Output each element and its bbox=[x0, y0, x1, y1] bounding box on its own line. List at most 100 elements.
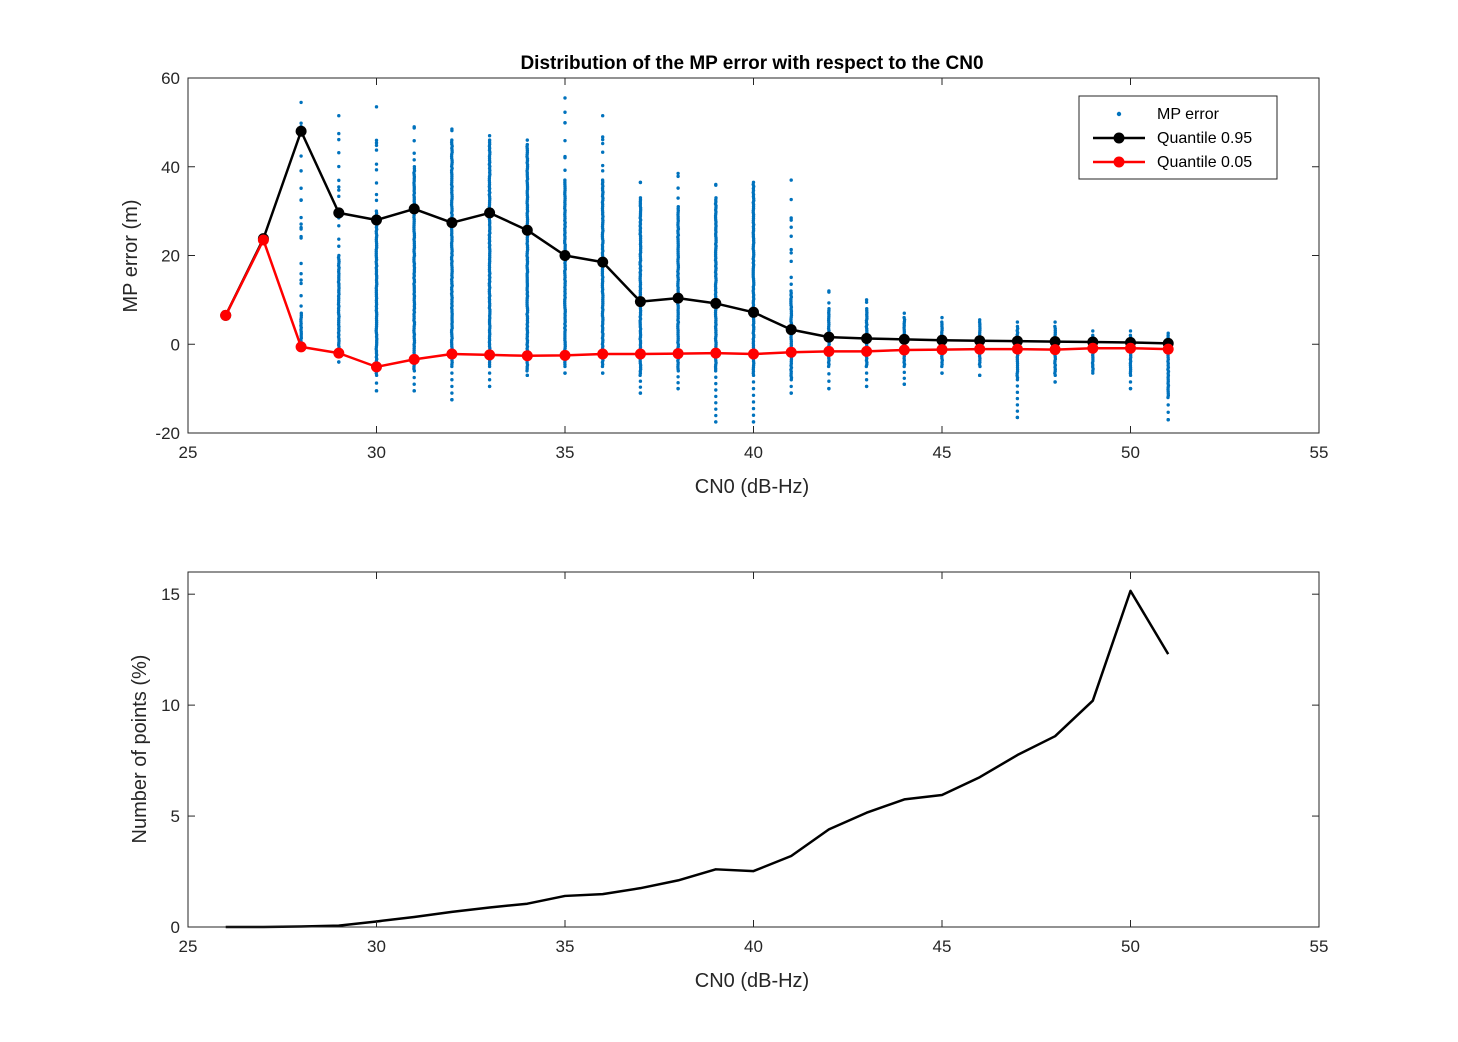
scatter-point bbox=[1091, 371, 1095, 375]
scatter-point bbox=[412, 158, 416, 162]
scatter-point bbox=[638, 196, 643, 200]
scatter-point bbox=[1166, 417, 1170, 422]
scatter-point bbox=[601, 135, 605, 139]
scatter-point bbox=[601, 371, 605, 375]
scatter-point bbox=[1053, 380, 1057, 384]
scatter-point bbox=[299, 186, 303, 190]
x-tick-label: 55 bbox=[1310, 937, 1329, 956]
chart-title: Distribution of the MP error with respec… bbox=[520, 53, 983, 74]
series-marker-q05 bbox=[257, 234, 269, 246]
scatter-point bbox=[1015, 390, 1020, 395]
series-marker-q95 bbox=[936, 334, 948, 346]
scatter-point bbox=[374, 192, 379, 197]
scatter-point bbox=[450, 391, 454, 395]
scatter-point bbox=[827, 372, 831, 376]
series-marker-q05 bbox=[710, 347, 722, 359]
scatter-point bbox=[299, 278, 303, 282]
scatter-point bbox=[940, 371, 944, 375]
series-marker-q95 bbox=[634, 296, 646, 308]
scatter-point bbox=[714, 420, 718, 424]
scatter-point bbox=[864, 300, 869, 304]
series-marker-q95 bbox=[898, 333, 910, 345]
scatter-point bbox=[601, 169, 605, 173]
series-marker-q05 bbox=[1011, 343, 1023, 355]
scatter-point bbox=[714, 388, 718, 392]
scatter-point bbox=[1091, 333, 1095, 338]
scatter-point bbox=[638, 385, 643, 389]
x-tick-label: 50 bbox=[1121, 443, 1140, 462]
scatter-point bbox=[789, 178, 793, 182]
scatter-point bbox=[337, 114, 341, 118]
series-marker-q05 bbox=[823, 345, 835, 357]
series-marker-q05 bbox=[748, 348, 759, 360]
scatter-point bbox=[412, 389, 416, 393]
scatter-point bbox=[374, 198, 379, 203]
series-marker-q95 bbox=[295, 125, 307, 137]
scatter-point bbox=[600, 178, 605, 182]
scatter-point bbox=[299, 154, 303, 158]
scatter-point bbox=[902, 311, 906, 315]
x-tick-label: 30 bbox=[367, 443, 386, 462]
scatter-point bbox=[1166, 410, 1170, 414]
scatter-column-47 bbox=[1015, 320, 1020, 420]
scatter-point bbox=[940, 315, 944, 320]
scatter-point bbox=[299, 261, 303, 266]
scatter-column-32 bbox=[449, 127, 454, 402]
y-tick-label: 15 bbox=[161, 585, 180, 604]
scatter-point bbox=[487, 133, 492, 138]
scatter-point bbox=[864, 378, 869, 382]
series-marker-q95 bbox=[974, 335, 986, 347]
y-tick-label: 5 bbox=[171, 807, 180, 826]
scatter-point bbox=[487, 371, 492, 375]
scatter-point bbox=[1053, 324, 1057, 329]
x-tick-label: 25 bbox=[179, 937, 198, 956]
series-marker-q95 bbox=[521, 224, 533, 236]
scatter-point bbox=[864, 384, 869, 389]
scatter-point bbox=[374, 389, 379, 393]
scatter-point bbox=[1128, 386, 1133, 391]
scatter-point bbox=[563, 96, 567, 100]
scatter-point bbox=[676, 186, 680, 190]
scatter-point bbox=[865, 307, 869, 311]
series-marker-q05 bbox=[559, 349, 571, 361]
line-series-number-of-points bbox=[225, 589, 1170, 929]
legend-label-q05: Quantile 0.05 bbox=[1157, 154, 1252, 171]
legend-item-q95: Quantile 0.95 bbox=[1093, 130, 1252, 147]
scatter-point bbox=[1128, 329, 1133, 333]
scatter-point bbox=[751, 413, 756, 417]
scatter-point bbox=[827, 379, 831, 383]
scatter-point bbox=[676, 204, 680, 209]
scatter-point bbox=[789, 216, 793, 220]
scatter-point bbox=[337, 178, 341, 183]
series-marker-q05 bbox=[484, 349, 496, 361]
scatter-point bbox=[412, 375, 416, 380]
legend-marker-q95 bbox=[1113, 132, 1125, 144]
series-marker-q05 bbox=[597, 348, 609, 360]
series-marker-q95 bbox=[1049, 336, 1061, 348]
series-marker-q05 bbox=[446, 348, 458, 360]
series-marker-q95 bbox=[484, 207, 496, 219]
series-marker-q95 bbox=[446, 217, 458, 229]
scatter-point bbox=[299, 198, 303, 202]
scatter-point bbox=[1015, 415, 1020, 420]
scatter-point bbox=[374, 381, 379, 385]
scatter-point bbox=[751, 180, 756, 184]
scatter-point bbox=[374, 181, 379, 185]
series-marker-q05 bbox=[672, 348, 684, 360]
scatter-point bbox=[299, 225, 303, 230]
scatter-point bbox=[337, 224, 341, 228]
scatter-point bbox=[714, 182, 718, 187]
scatter-point bbox=[450, 371, 454, 375]
scatter-point bbox=[714, 375, 718, 379]
scatter-point bbox=[337, 360, 341, 364]
series-marker-q05 bbox=[1162, 343, 1174, 355]
scatter-point bbox=[412, 151, 416, 155]
x-axis-label: CN0 (dB-Hz) bbox=[695, 970, 809, 992]
scatter-point bbox=[1091, 329, 1095, 333]
scatter-point bbox=[1128, 380, 1133, 384]
scatter-point bbox=[1015, 384, 1020, 388]
scatter-point bbox=[374, 138, 379, 142]
scatter-point bbox=[827, 301, 831, 305]
scatter-point bbox=[450, 138, 454, 142]
